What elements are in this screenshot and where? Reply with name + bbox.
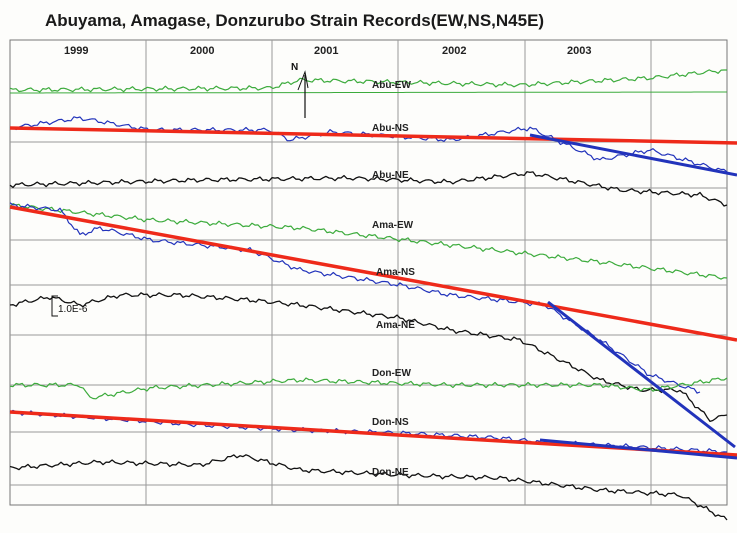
- trace: [9, 454, 728, 521]
- year-label: 2002: [442, 45, 466, 57]
- trace: [9, 203, 728, 280]
- trace: [9, 171, 728, 207]
- trend-line: [547, 300, 736, 449]
- trace-label: Don-NE: [372, 467, 409, 478]
- scale-label: 1.0E-6: [58, 304, 88, 315]
- year-label: 2001: [314, 45, 338, 57]
- trace-label: Abu-EW: [372, 80, 411, 91]
- year-label: 1999: [64, 45, 88, 57]
- trace-label: Ama-EW: [372, 220, 414, 231]
- trace-label: Abu-NE: [372, 170, 409, 181]
- trend-line: [9, 126, 737, 145]
- annotations: N 1.0E-6: [9, 62, 737, 460]
- trace-label: Abu-NS: [372, 123, 409, 134]
- trend-line: [529, 133, 737, 177]
- scale-bar: [51, 295, 58, 317]
- year-label: 2003: [567, 45, 591, 57]
- trace: [10, 91, 727, 94]
- trend-line: [9, 205, 737, 342]
- year-labels: 1999 2000 2001 2002 2003: [64, 45, 591, 57]
- trace-label: Ama-NS: [376, 267, 415, 278]
- trace-label: Ama-NE: [376, 320, 415, 331]
- trend-line: [539, 438, 737, 460]
- trace-label: Don-EW: [372, 368, 411, 379]
- trace-label: Don-NS: [372, 417, 409, 428]
- north-arrow-head: [297, 70, 309, 91]
- title: Abuyama, Amagase, Donzurubo Strain Recor…: [45, 11, 544, 30]
- traces: [9, 69, 728, 521]
- year-label: 2000: [190, 45, 214, 57]
- trace: [9, 377, 728, 400]
- north-label: N: [291, 62, 298, 73]
- trace: [9, 292, 728, 423]
- plot-frame: [9, 39, 728, 506]
- trace: [9, 69, 727, 93]
- trace-labels: Abu-EW Abu-NS Abu-NE Ama-EW Ama-NS Ama-N…: [372, 80, 415, 478]
